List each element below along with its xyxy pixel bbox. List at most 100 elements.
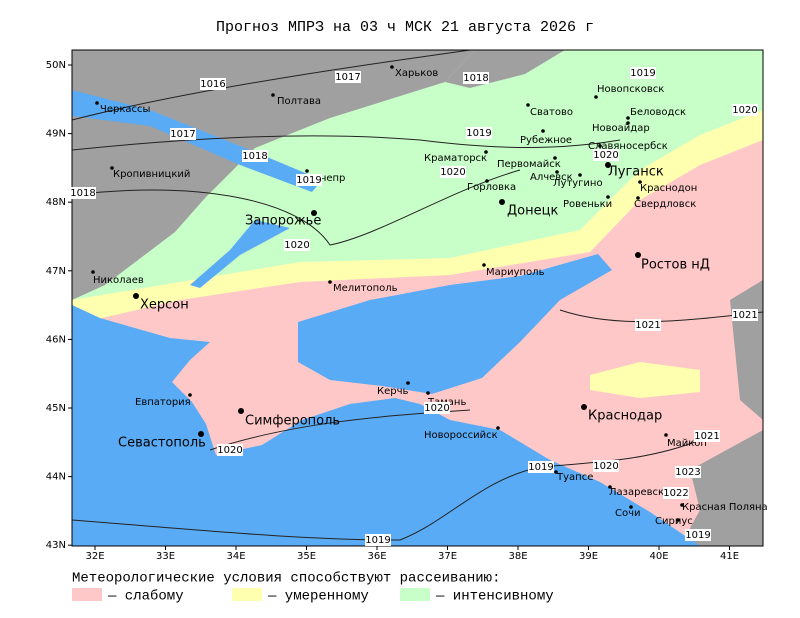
- isobar-label-bg: [593, 460, 619, 472]
- city-label: Краснодар: [588, 409, 662, 424]
- lon-tick-label: 37E: [438, 551, 457, 562]
- sea-of-azov: [298, 254, 612, 394]
- cities: Харьков Полтава Черкассы Кропивницкий Днепр З…: [91, 65, 768, 527]
- lat-tick-label: 44N: [46, 472, 66, 483]
- isobar-label: 1019: [365, 535, 390, 546]
- city-label: Николаев: [93, 275, 144, 286]
- city-dot: [629, 505, 633, 509]
- city-label: Сочи: [615, 508, 641, 519]
- city-label: Алчевск: [530, 172, 573, 183]
- isobar-label-bg: [440, 166, 466, 178]
- isobar-label-bg: [170, 128, 196, 140]
- dnieper: [190, 220, 290, 288]
- isobar-label-bg: [200, 78, 226, 90]
- isobar-label-bg: [284, 239, 310, 251]
- city-dot: [554, 470, 558, 474]
- city-dot: [526, 103, 530, 107]
- isobar-label-bg: [694, 430, 720, 442]
- gray-zone: [680, 430, 763, 546]
- city-dot: [110, 166, 114, 170]
- isobar-label-bg: [365, 534, 391, 546]
- isobar-label: 1020: [593, 150, 618, 161]
- city-label: Мелитополь: [333, 283, 398, 294]
- isobar-label: 1019: [630, 68, 655, 79]
- isobar-label: 1019: [685, 530, 710, 541]
- city-dot: [482, 263, 486, 267]
- isobar-label-bg: [685, 529, 711, 541]
- isobar-label: 1018: [70, 188, 95, 199]
- lon-tick-label: 36E: [367, 551, 386, 562]
- city-dot: [606, 195, 610, 199]
- isobar-label: 1017: [170, 129, 195, 140]
- city-dot: [484, 150, 488, 154]
- city-dot: [626, 116, 630, 120]
- isobar-label-bg: [463, 72, 489, 84]
- lon-tick-label: 32E: [85, 551, 104, 562]
- city-dot: [664, 433, 668, 437]
- isobar-label-bg: [663, 487, 689, 499]
- city-dot: [578, 173, 582, 177]
- lon-tick-label: 40E: [649, 551, 668, 562]
- city-dot: [426, 391, 430, 395]
- isobar-labels: 1016 1017 1018 1019 1020 1019 1017 1018 1018 1019…: [70, 67, 758, 546]
- city-dot: [133, 293, 139, 299]
- isobar-label: 1020: [440, 167, 465, 178]
- gray-zone: [72, 50, 475, 300]
- legend-swatch: [72, 588, 102, 601]
- city-dot: [635, 252, 641, 258]
- city-label: Первомайск: [497, 159, 561, 170]
- city-label: Сватово: [530, 107, 573, 118]
- city-dot: [311, 210, 317, 216]
- city-label: Ростов нД: [641, 258, 710, 273]
- lon-tick-label: 41E: [720, 551, 739, 562]
- city-dot: [496, 426, 500, 430]
- lat-tick-label: 48N: [46, 197, 66, 208]
- city-label: Рубежное: [520, 135, 572, 146]
- city-label: Черкассы: [100, 104, 150, 115]
- city-dot: [598, 144, 602, 148]
- black-sea: [72, 305, 700, 546]
- lon-tick-label: 35E: [297, 551, 316, 562]
- city-label: Беловодск: [630, 107, 686, 118]
- isobar-label: 1018: [242, 151, 267, 162]
- lat-tick-label: 43N: [46, 540, 66, 551]
- isobar-label-bg: [593, 149, 619, 161]
- legend-swatch: [400, 588, 430, 601]
- lat-tick-label: 45N: [46, 403, 66, 414]
- isobar-label-bg: [296, 174, 322, 186]
- city-label: Туапсе: [556, 472, 593, 483]
- city-label: Красная Поляна: [682, 502, 768, 513]
- city-label: Свердловск: [634, 199, 696, 210]
- city-dot: [188, 393, 192, 397]
- city-dot: [605, 162, 611, 168]
- city-dot: [95, 101, 99, 105]
- isobar-label: 1016: [200, 79, 225, 90]
- isobar-label-bg: [70, 187, 96, 199]
- legend-title: Метеорологические условия способствуют р…: [72, 570, 500, 587]
- city-dot: [541, 129, 545, 133]
- city-dot: [636, 196, 640, 200]
- city-dot: [499, 199, 505, 205]
- city-label: Днепр: [312, 173, 345, 184]
- legend-swatch: [232, 588, 262, 601]
- isobar-label-bg: [335, 71, 361, 83]
- isobar-label-bg: [732, 104, 758, 116]
- city-label: Майкоп: [667, 438, 707, 449]
- lat-tick-label: 46N: [46, 334, 66, 345]
- isobar-line: [72, 135, 621, 151]
- isobar-label: 1019: [466, 128, 491, 139]
- city-label: Севастополь: [118, 436, 206, 451]
- lon-tick-label: 38E: [508, 551, 527, 562]
- city-dot: [406, 381, 410, 385]
- isobar-label-bg: [630, 67, 656, 79]
- city-label: Ровеньки: [563, 199, 612, 210]
- city-label: Горловка: [467, 182, 516, 193]
- city-dot: [198, 431, 204, 437]
- isobar-label: 1020: [424, 403, 449, 414]
- city-dot: [638, 180, 642, 184]
- map-frame: [71, 49, 764, 547]
- city-label: Луганск: [608, 165, 664, 180]
- city-label: Кропивницкий: [113, 169, 190, 180]
- city-dot: [305, 169, 309, 173]
- city-dot: [91, 270, 95, 274]
